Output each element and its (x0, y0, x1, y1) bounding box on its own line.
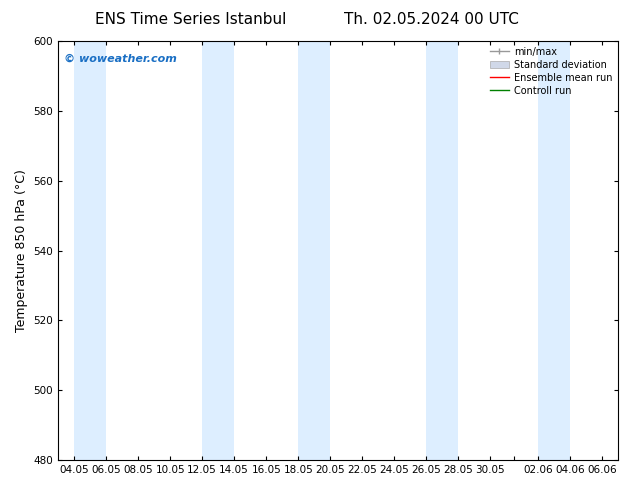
Text: Th. 02.05.2024 00 UTC: Th. 02.05.2024 00 UTC (344, 12, 519, 27)
Y-axis label: Temperature 850 hPa (°C): Temperature 850 hPa (°C) (15, 169, 28, 332)
Text: ENS Time Series Istanbul: ENS Time Series Istanbul (94, 12, 286, 27)
Bar (538, 41, 570, 460)
Bar (298, 41, 330, 460)
Bar (426, 41, 458, 460)
Bar (202, 41, 234, 460)
Bar (74, 41, 106, 460)
Text: © woweather.com: © woweather.com (64, 53, 177, 64)
Legend: min/max, Standard deviation, Ensemble mean run, Controll run: min/max, Standard deviation, Ensemble me… (486, 43, 616, 99)
